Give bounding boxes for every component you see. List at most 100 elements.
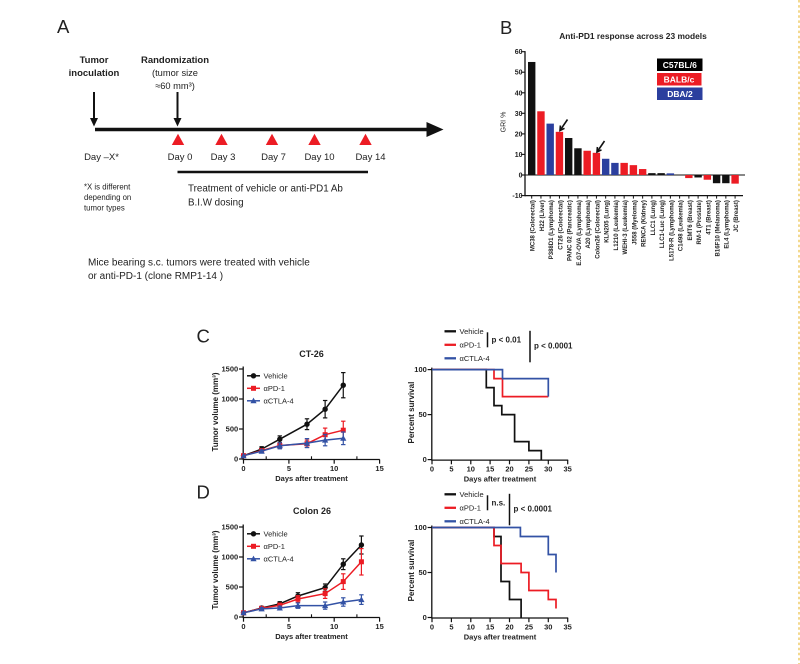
svg-text:Vehicle: Vehicle <box>264 529 288 538</box>
svg-text:p < 0.0001: p < 0.0001 <box>534 341 573 350</box>
svg-text:1500: 1500 <box>222 365 239 374</box>
svg-text:10: 10 <box>467 464 475 473</box>
svg-text:5: 5 <box>449 464 453 473</box>
svg-text:0: 0 <box>423 455 427 464</box>
svg-text:Days after treatment: Days after treatment <box>464 474 537 483</box>
svg-text:αPD-1: αPD-1 <box>264 384 285 393</box>
svg-text:MC38 (Colorectal): MC38 (Colorectal) <box>531 200 537 251</box>
svg-text:15: 15 <box>486 464 494 473</box>
svg-text:0: 0 <box>430 622 434 631</box>
svg-text:B16F10 (Melanoma): B16F10 (Melanoma) <box>716 200 722 256</box>
svg-text:5: 5 <box>287 622 291 631</box>
svg-text:αCTLA-4: αCTLA-4 <box>460 354 490 363</box>
svg-text:αCTLA-4: αCTLA-4 <box>460 517 490 526</box>
svg-text:KLN205 (Lung): KLN205 (Lung) <box>605 200 611 243</box>
svg-text:p < 0.0001: p < 0.0001 <box>514 504 553 513</box>
svg-text:30: 30 <box>544 622 552 631</box>
svg-text:500: 500 <box>226 583 239 592</box>
svg-text:Randomization: Randomization <box>141 55 209 66</box>
svg-text:Tumor: Tumor <box>80 55 109 66</box>
svg-text:(tumor size: (tumor size <box>152 68 198 78</box>
svg-text:20: 20 <box>505 464 513 473</box>
svg-text:30: 30 <box>544 464 552 473</box>
svg-text:LLC1-Luc (Lung): LLC1-Luc (Lung) <box>660 200 666 248</box>
svg-text:Tumor volume (mm³): Tumor volume (mm³) <box>211 372 220 451</box>
svg-text:RENCA (Kidney): RENCA (Kidney) <box>642 200 648 247</box>
svg-text:≈60 mm³): ≈60 mm³) <box>155 81 195 91</box>
svg-text:C57BL/6: C57BL/6 <box>663 60 697 70</box>
svg-text:100: 100 <box>414 365 427 374</box>
svg-text:CT-26: CT-26 <box>299 349 324 359</box>
svg-text:0: 0 <box>241 622 245 631</box>
svg-text:Days after treatment: Days after treatment <box>275 474 348 483</box>
svg-text:25: 25 <box>525 622 533 631</box>
svg-text:L5178-R (Lymphoma): L5178-R (Lymphoma) <box>669 200 675 261</box>
svg-text:100: 100 <box>414 523 427 532</box>
svg-text:Vehicle: Vehicle <box>460 327 484 336</box>
svg-text:WEHI-3 (Leukemia): WEHI-3 (Leukemia) <box>623 200 629 254</box>
svg-text:Days after treatment: Days after treatment <box>464 632 537 641</box>
svg-text:αPD-1: αPD-1 <box>460 340 481 349</box>
svg-text:αPD-1: αPD-1 <box>460 503 481 512</box>
svg-text:35: 35 <box>564 464 572 473</box>
svg-text:30: 30 <box>515 111 523 118</box>
svg-text:Mice bearing s.c. tumors were: Mice bearing s.c. tumors were treated wi… <box>88 258 310 269</box>
svg-text:0: 0 <box>423 613 427 622</box>
svg-text:tumor types: tumor types <box>84 203 125 212</box>
svg-text:or anti-PD-1 (clone RMP1-14 ): or anti-PD-1 (clone RMP1-14 ) <box>88 271 223 282</box>
svg-text:Day 14: Day 14 <box>355 152 385 163</box>
svg-text:60: 60 <box>515 49 523 56</box>
svg-text:Colon26 (Colorectal): Colon26 (Colorectal) <box>595 200 601 259</box>
svg-text:Day 7: Day 7 <box>261 152 286 163</box>
svg-text:depending on: depending on <box>84 193 131 202</box>
svg-text:1000: 1000 <box>222 395 239 404</box>
svg-text:B.I.W dosing: B.I.W dosing <box>188 198 244 209</box>
svg-text:L1210 (Leukemia): L1210 (Leukemia) <box>614 200 620 250</box>
svg-text:50: 50 <box>515 70 523 77</box>
svg-text:5: 5 <box>287 464 291 473</box>
svg-text:15: 15 <box>375 622 383 631</box>
svg-text:inoculation: inoculation <box>69 68 120 79</box>
svg-text:Colon 26: Colon 26 <box>293 506 331 516</box>
svg-text:Day 3: Day 3 <box>211 152 236 163</box>
svg-text:Anti-PD1 response across 23 mo: Anti-PD1 response across 23 models <box>559 31 707 41</box>
svg-text:0: 0 <box>519 173 523 180</box>
svg-text:4T1 (Breast): 4T1 (Breast) <box>706 200 712 235</box>
svg-text:BALB/c: BALB/c <box>664 75 695 85</box>
svg-text:αCTLA-4: αCTLA-4 <box>264 554 294 563</box>
svg-text:C: C <box>197 326 210 347</box>
svg-text:RM-1 (Prostate): RM-1 (Prostate) <box>697 200 703 244</box>
svg-text:A: A <box>57 16 70 37</box>
svg-text:Vehicle: Vehicle <box>264 371 288 380</box>
svg-text:J558 (Myeloma): J558 (Myeloma) <box>632 200 638 245</box>
svg-text:0: 0 <box>241 464 245 473</box>
svg-text:B: B <box>500 17 512 38</box>
svg-text:A20 (Lymphoma): A20 (Lymphoma) <box>586 200 592 248</box>
svg-text:35: 35 <box>564 622 572 631</box>
svg-text:Percent survival: Percent survival <box>407 540 416 602</box>
svg-text:Percent survival: Percent survival <box>407 382 416 444</box>
svg-text:10: 10 <box>515 152 523 159</box>
svg-text:Tumor volume (mm³): Tumor volume (mm³) <box>211 530 220 609</box>
svg-text:GRI %: GRI % <box>501 112 508 133</box>
svg-text:25: 25 <box>525 464 533 473</box>
svg-text:1000: 1000 <box>222 553 239 562</box>
svg-text:P388D1 (Lymphoma): P388D1 (Lymphoma) <box>549 200 555 259</box>
svg-text:Day –X*: Day –X* <box>84 152 119 163</box>
svg-text:50: 50 <box>418 410 426 419</box>
svg-text:15: 15 <box>375 464 383 473</box>
svg-text:p < 0.01: p < 0.01 <box>492 335 522 344</box>
svg-text:Days after treatment: Days after treatment <box>275 632 348 641</box>
svg-text:-10: -10 <box>512 193 522 200</box>
svg-text:Day 10: Day 10 <box>304 152 334 163</box>
svg-text:LLC1 (Lung): LLC1 (Lung) <box>651 200 657 235</box>
svg-text:n.s.: n.s. <box>492 498 506 507</box>
svg-text:C1498 (Leukemia): C1498 (Leukemia) <box>679 200 685 251</box>
svg-text:500: 500 <box>226 425 239 434</box>
svg-text:JC (Breast): JC (Breast) <box>734 200 740 232</box>
svg-text:EMT6 (Breast): EMT6 (Breast) <box>688 200 694 240</box>
svg-text:αPD-1: αPD-1 <box>264 542 285 551</box>
svg-text:*X is different: *X is different <box>84 183 131 192</box>
svg-text:0: 0 <box>234 455 238 464</box>
svg-text:0: 0 <box>430 464 434 473</box>
